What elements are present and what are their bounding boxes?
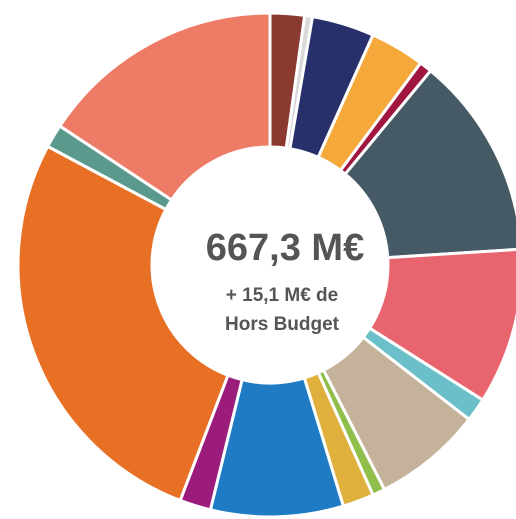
segments: [16, 11, 516, 519]
center-subtitle: Hors Budget: [225, 314, 340, 335]
donut-segment: [57, 11, 272, 202]
center-subtitle: + 15,1 M€ de: [226, 285, 338, 306]
donut-segment: [343, 68, 516, 260]
center-title: 667,3 M€: [206, 227, 364, 269]
donut-segment: [16, 144, 230, 503]
